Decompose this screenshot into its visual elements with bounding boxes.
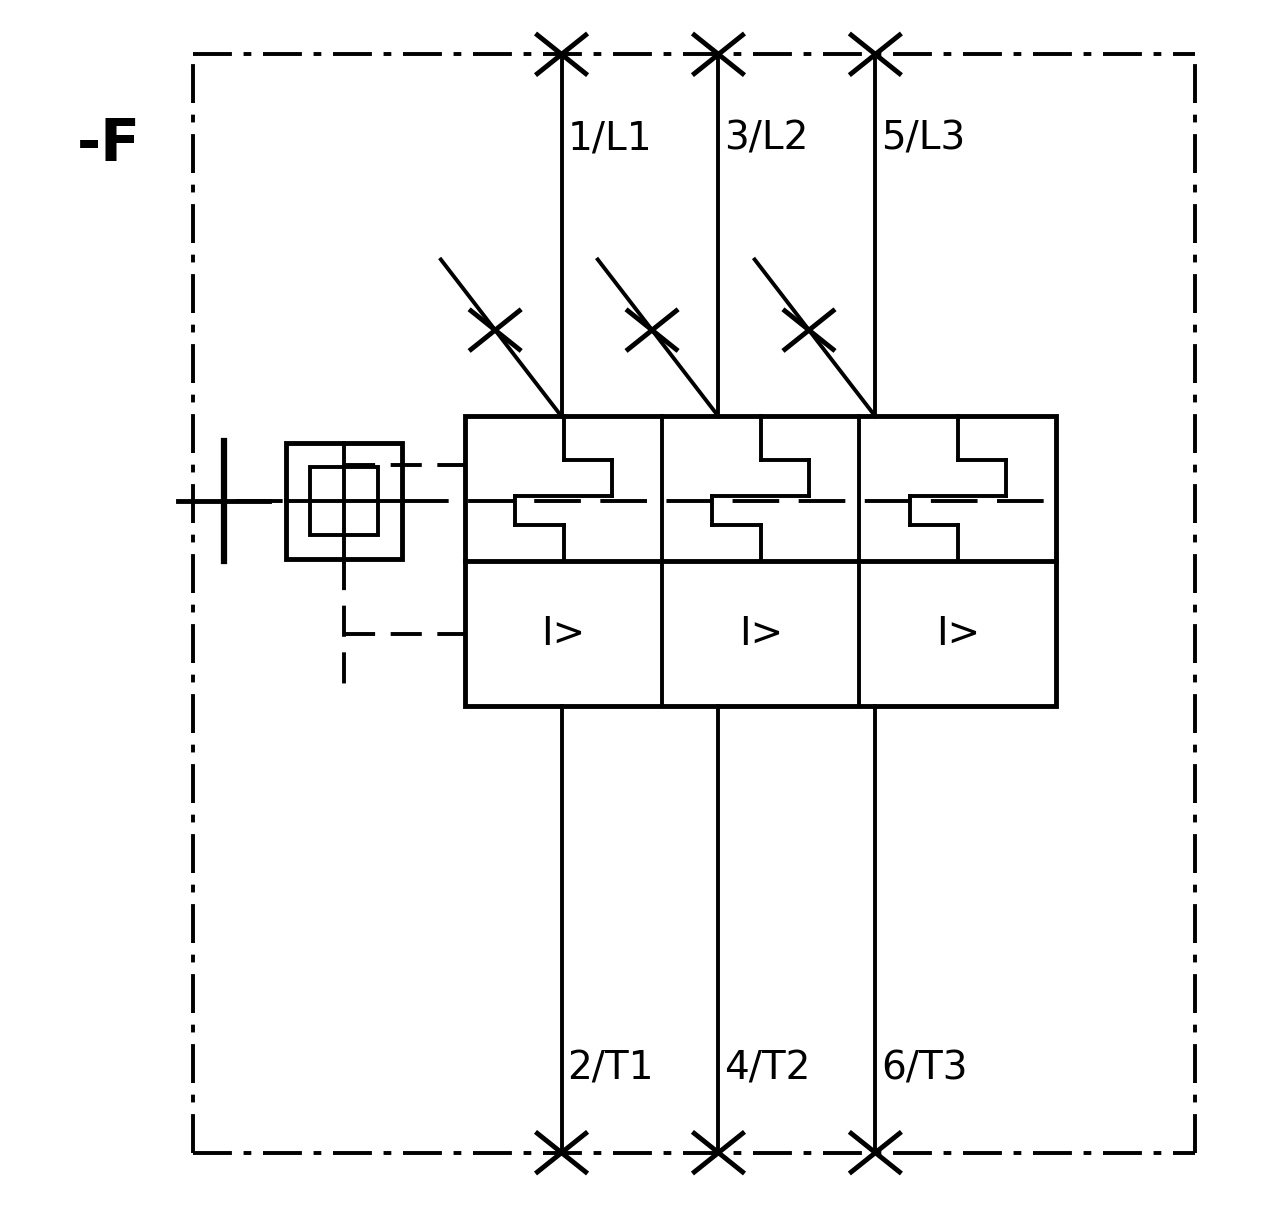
Text: I>: I> [936,614,980,653]
Text: 1/L1: 1/L1 [567,119,653,158]
Text: 4/T2: 4/T2 [724,1049,810,1088]
Bar [311,467,378,535]
Text: I>: I> [739,614,783,653]
Text: -F: -F [77,116,141,174]
Text: 2/T1: 2/T1 [567,1049,654,1088]
Text: 6/T3: 6/T3 [882,1049,968,1088]
Text: 3/L2: 3/L2 [724,119,809,158]
Text: 5/L3: 5/L3 [882,119,965,158]
Bar [465,416,1056,706]
Text: I>: I> [541,614,586,653]
Bar [287,443,402,559]
